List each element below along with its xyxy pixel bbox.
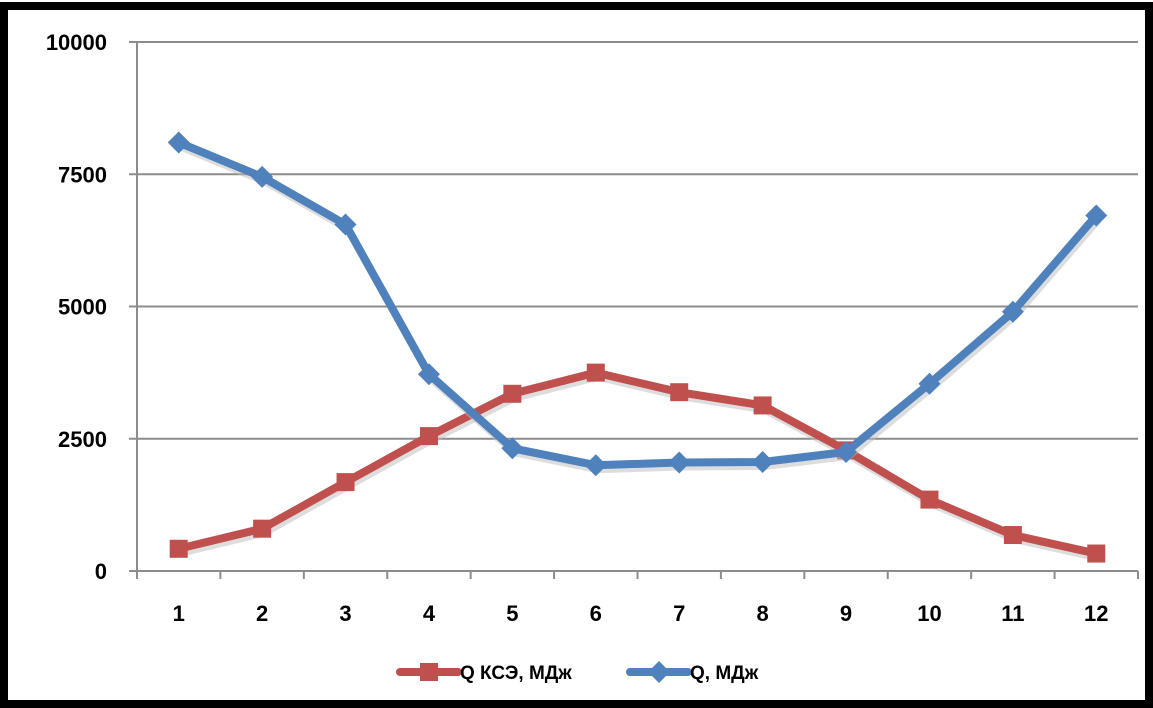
data-point-q-kse — [169, 539, 188, 558]
data-point-q — [167, 131, 190, 154]
data-point-q — [668, 451, 691, 474]
data-point-q-kse — [503, 384, 522, 403]
data-point-q-kse — [670, 383, 689, 402]
y-tick-label: 7500 — [58, 162, 107, 187]
data-point-q — [751, 451, 774, 474]
data-point-legend — [420, 663, 438, 681]
axes — [129, 41, 1139, 579]
x-tick-label: 7 — [673, 601, 685, 626]
legend-entry: Q КСЭ, МДж — [396, 663, 572, 684]
series-line — [174, 138, 1101, 470]
x-axis-tick-labels: 1 2 3 4 5 6 7 8 9 10 11 12 — [173, 601, 1109, 626]
data-point-q-kse — [336, 473, 355, 492]
gridlines — [137, 41, 1138, 440]
data-point-q — [501, 437, 524, 460]
y-tick-label: 0 — [95, 559, 107, 584]
series-layer — [167, 131, 1108, 563]
y-axis-tick-labels: 0 2500 5000 7500 10000 — [46, 30, 107, 584]
x-tick-label: 10 — [917, 601, 941, 626]
series-line — [174, 368, 1101, 558]
data-point-q-kse — [1003, 526, 1022, 545]
legend-label: Q, МДж — [690, 663, 759, 684]
x-tick-label: 2 — [256, 601, 268, 626]
x-tick-label: 8 — [757, 601, 769, 626]
y-tick-label: 10000 — [46, 30, 107, 55]
data-point-q-kse — [253, 519, 272, 538]
legend-entry: Q, МДж — [626, 661, 759, 684]
data-point-q — [1001, 300, 1024, 323]
data-point-q-kse — [586, 363, 605, 382]
series-q — [167, 131, 1108, 477]
series-shadow — [179, 142, 1102, 474]
data-point-q — [584, 454, 607, 477]
data-point-q — [334, 213, 357, 236]
data-point-q — [918, 372, 941, 395]
x-tick-label: 5 — [506, 601, 518, 626]
data-point-q-kse — [419, 427, 438, 446]
x-tick-label: 3 — [339, 601, 351, 626]
x-tick-label: 12 — [1084, 601, 1108, 626]
x-tick-label: 11 — [1001, 601, 1024, 626]
x-tick-label: 6 — [590, 601, 602, 626]
data-point-q — [1085, 204, 1108, 227]
y-tick-label: 2500 — [58, 427, 107, 452]
legend-label: Q КСЭ, МДж — [460, 663, 572, 684]
data-point-q-kse — [1087, 544, 1106, 563]
data-point-q — [835, 440, 858, 463]
x-tick-label: 9 — [840, 601, 852, 626]
data-point-q-kse — [920, 490, 939, 509]
data-point-q — [251, 165, 274, 188]
series-q-kse — [169, 363, 1106, 563]
y-tick-label: 5000 — [58, 295, 107, 320]
legend: Q КСЭ, МДж Q, МДж — [396, 661, 759, 684]
x-tick-label: 4 — [423, 601, 436, 626]
data-point-q — [417, 363, 440, 386]
data-point-q-kse — [753, 396, 772, 415]
data-point-legend — [648, 661, 670, 683]
x-tick-label: 1 — [173, 601, 185, 626]
